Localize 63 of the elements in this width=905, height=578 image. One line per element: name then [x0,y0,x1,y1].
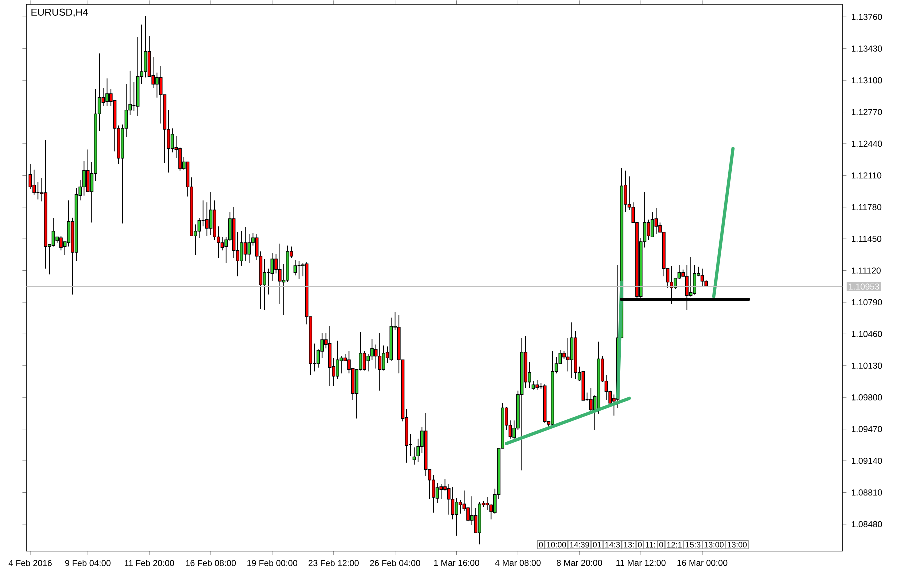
candlestick [447,484,451,516]
x-tick-label: 11 Feb 20:00 [125,560,174,566]
candlestick [566,338,570,372]
candlestick [294,260,298,276]
x-tick-label: 4 Feb 2016 [8,560,52,566]
candlestick [263,258,266,311]
candlestick [248,234,252,264]
y-tick-label: 1.13100 [852,78,882,84]
candlestick [589,388,593,414]
candlestick [474,508,478,534]
candlestick [650,212,654,238]
y-tick-label: 1.11450 [852,236,882,242]
candlestick [270,253,274,282]
x-tick-label: 9 Feb 04:00 [65,560,111,566]
y-tick-label: 1.09470 [852,426,882,432]
candlestick [455,498,458,536]
candlestick [536,380,540,390]
candlestick [156,72,159,98]
y-tick-label: 1.13760 [852,14,882,20]
candlestick [60,236,63,252]
x-tick-label: 8 Mar 20:00 [556,560,602,566]
y-tick-label: 1.12110 [852,172,882,179]
x-tick-label: 19 Feb 00:00 [248,560,298,566]
candlestick [106,78,109,107]
x-tick-label: 16 Mar 00:00 [678,560,728,566]
y-tick-label: 1.10130 [852,362,882,369]
candlestick [570,322,574,379]
candlestick [297,260,302,280]
x-tick-label: 16 Feb 08:00 [186,560,236,566]
candlestick [440,484,444,500]
chart-title: EURUSD,H4 [32,8,88,18]
y-tick-label: 1.09800 [852,394,882,401]
x-tick-label: 23 Feb 12:00 [308,560,359,566]
y-tick-label: 1.12440 [852,140,882,148]
candlestick [82,160,86,196]
y-tick-label: 1.11780 [852,204,882,210]
y-tick-label: 1.08480 [852,521,882,528]
x-tick-label: 26 Feb 04:00 [370,560,420,566]
candlestick [451,486,455,520]
ref-line-label: 1.10953 [849,284,880,290]
candlestick [52,218,56,248]
y-tick-label: 1.10460 [852,331,882,338]
candlestick [205,202,209,237]
candlestick [654,208,658,235]
candlestick [244,227,248,262]
candlestick [362,351,366,372]
x-tick-label: 4 Mar 08:00 [495,560,541,566]
y-tick-label: 1.09140 [852,458,882,464]
y-tick-label: 1.11120 [852,268,881,274]
candlestick [36,182,40,200]
candlestick [436,482,440,504]
x-tick-label: 1 Mar 16:00 [434,560,480,566]
y-tick-label: 1.08810 [852,490,882,496]
y-tick-label: 1.10790 [852,299,882,306]
candlestick [412,447,416,466]
y-tick-label: 1.13430 [852,46,882,52]
candlestick [486,497,490,510]
candlestick [209,192,213,236]
candlestick [647,219,650,240]
x-tick-label: 11 Mar 12:00 [616,560,666,566]
candlestick [220,236,224,252]
y-tick-label: 1.12770 [852,109,882,116]
candlestick [340,356,344,374]
